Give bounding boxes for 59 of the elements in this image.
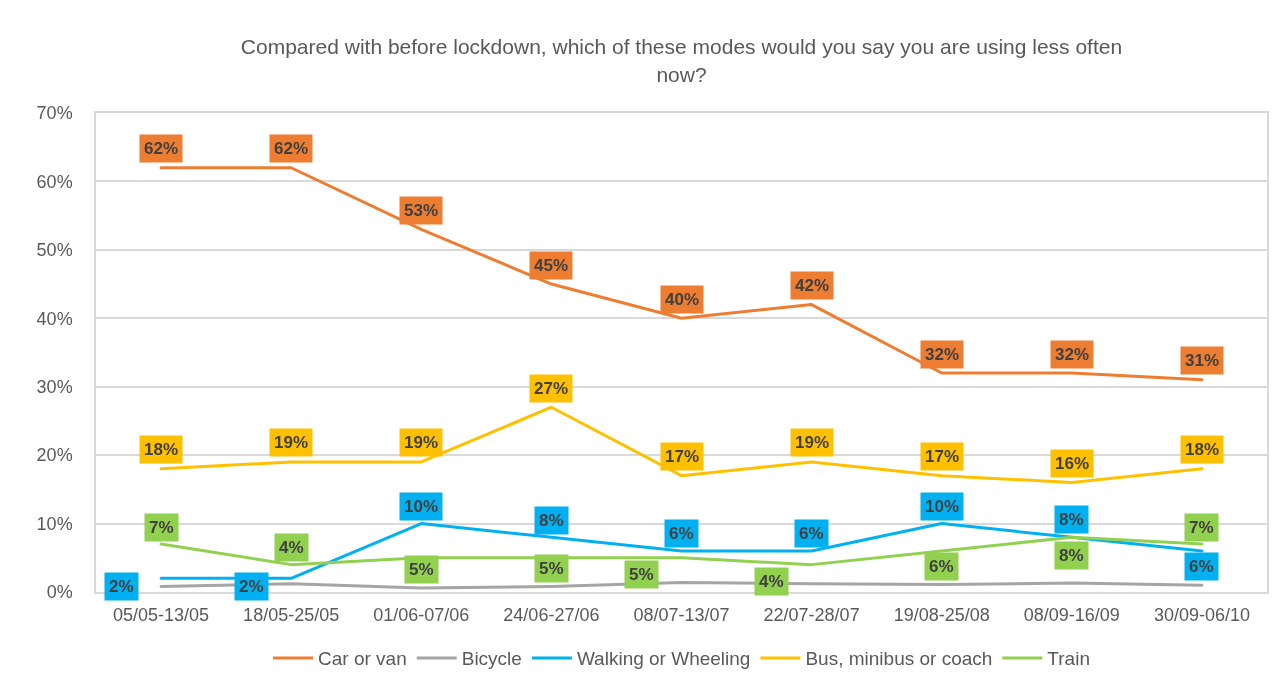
data-label: 7% xyxy=(149,518,174,537)
data-label: 32% xyxy=(1055,345,1090,364)
data-label: 45% xyxy=(534,256,569,275)
data-label: 2% xyxy=(109,577,134,596)
legend-label: Car or van xyxy=(318,648,407,670)
data-label: 40% xyxy=(665,290,700,309)
data-label: 8% xyxy=(1059,546,1084,565)
data-label: 4% xyxy=(279,538,304,557)
legend-label: Bicycle xyxy=(461,648,522,670)
legend-label: Train xyxy=(1047,648,1090,670)
x-tick-label: 08/07-13/07 xyxy=(633,605,730,626)
data-label: 5% xyxy=(409,560,434,579)
data-label: 6% xyxy=(929,557,954,576)
data-label: 31% xyxy=(1185,351,1220,370)
data-label: 16% xyxy=(1055,454,1090,473)
data-label: 32% xyxy=(925,345,960,364)
data-label: 18% xyxy=(144,440,179,459)
data-label: 5% xyxy=(539,559,564,578)
x-tick-label: 01/06-07/06 xyxy=(373,605,470,626)
x-tick-label: 22/07-28/07 xyxy=(763,605,860,626)
y-tick-label: 20% xyxy=(36,445,73,466)
x-tick-label: 18/05-25/05 xyxy=(243,605,340,626)
y-tick-label: 30% xyxy=(36,377,73,398)
data-label: 8% xyxy=(539,511,564,530)
data-label: 6% xyxy=(669,524,694,543)
data-label: 53% xyxy=(404,201,439,220)
data-label: 10% xyxy=(404,497,439,516)
x-tick-label: 05/05-13/05 xyxy=(113,605,210,626)
data-label: 18% xyxy=(1185,440,1220,459)
chart-title: Compared with before lockdown, which of these modes would you say you are using less often now? xyxy=(240,35,1123,86)
data-label: 19% xyxy=(404,433,439,452)
legend-label: Walking or Wheeling xyxy=(576,648,751,670)
x-tick-label: 30/09-06/10 xyxy=(1153,605,1250,626)
data-label: 4% xyxy=(759,572,784,591)
data-label: 17% xyxy=(925,447,960,466)
y-tick-label: 60% xyxy=(36,171,73,192)
x-tick-label: 19/08-25/08 xyxy=(893,605,990,626)
data-label: 17% xyxy=(665,447,700,466)
x-tick-label: 08/09-16/09 xyxy=(1023,605,1120,626)
data-label: 8% xyxy=(1059,510,1084,529)
data-label: 5% xyxy=(629,565,654,584)
x-tick-label: 24/06-27/06 xyxy=(503,605,600,626)
data-label: 6% xyxy=(799,524,824,543)
y-tick-label: 10% xyxy=(36,513,73,534)
data-label: 7% xyxy=(1189,518,1214,537)
y-tick-label: 70% xyxy=(36,103,73,124)
data-label: 10% xyxy=(925,497,960,516)
data-label: 42% xyxy=(795,276,830,295)
data-label: 19% xyxy=(274,433,309,452)
y-tick-label: 50% xyxy=(36,240,73,261)
data-label: 27% xyxy=(534,379,569,398)
y-tick-label: 0% xyxy=(46,582,73,603)
y-tick-label: 40% xyxy=(36,308,73,329)
legend-label: Bus, minibus or coach xyxy=(805,648,993,670)
data-label: 19% xyxy=(795,433,830,452)
data-label: 2% xyxy=(239,577,264,596)
data-label: 62% xyxy=(274,139,309,158)
data-label: 6% xyxy=(1189,557,1214,576)
data-label: 62% xyxy=(144,139,179,158)
